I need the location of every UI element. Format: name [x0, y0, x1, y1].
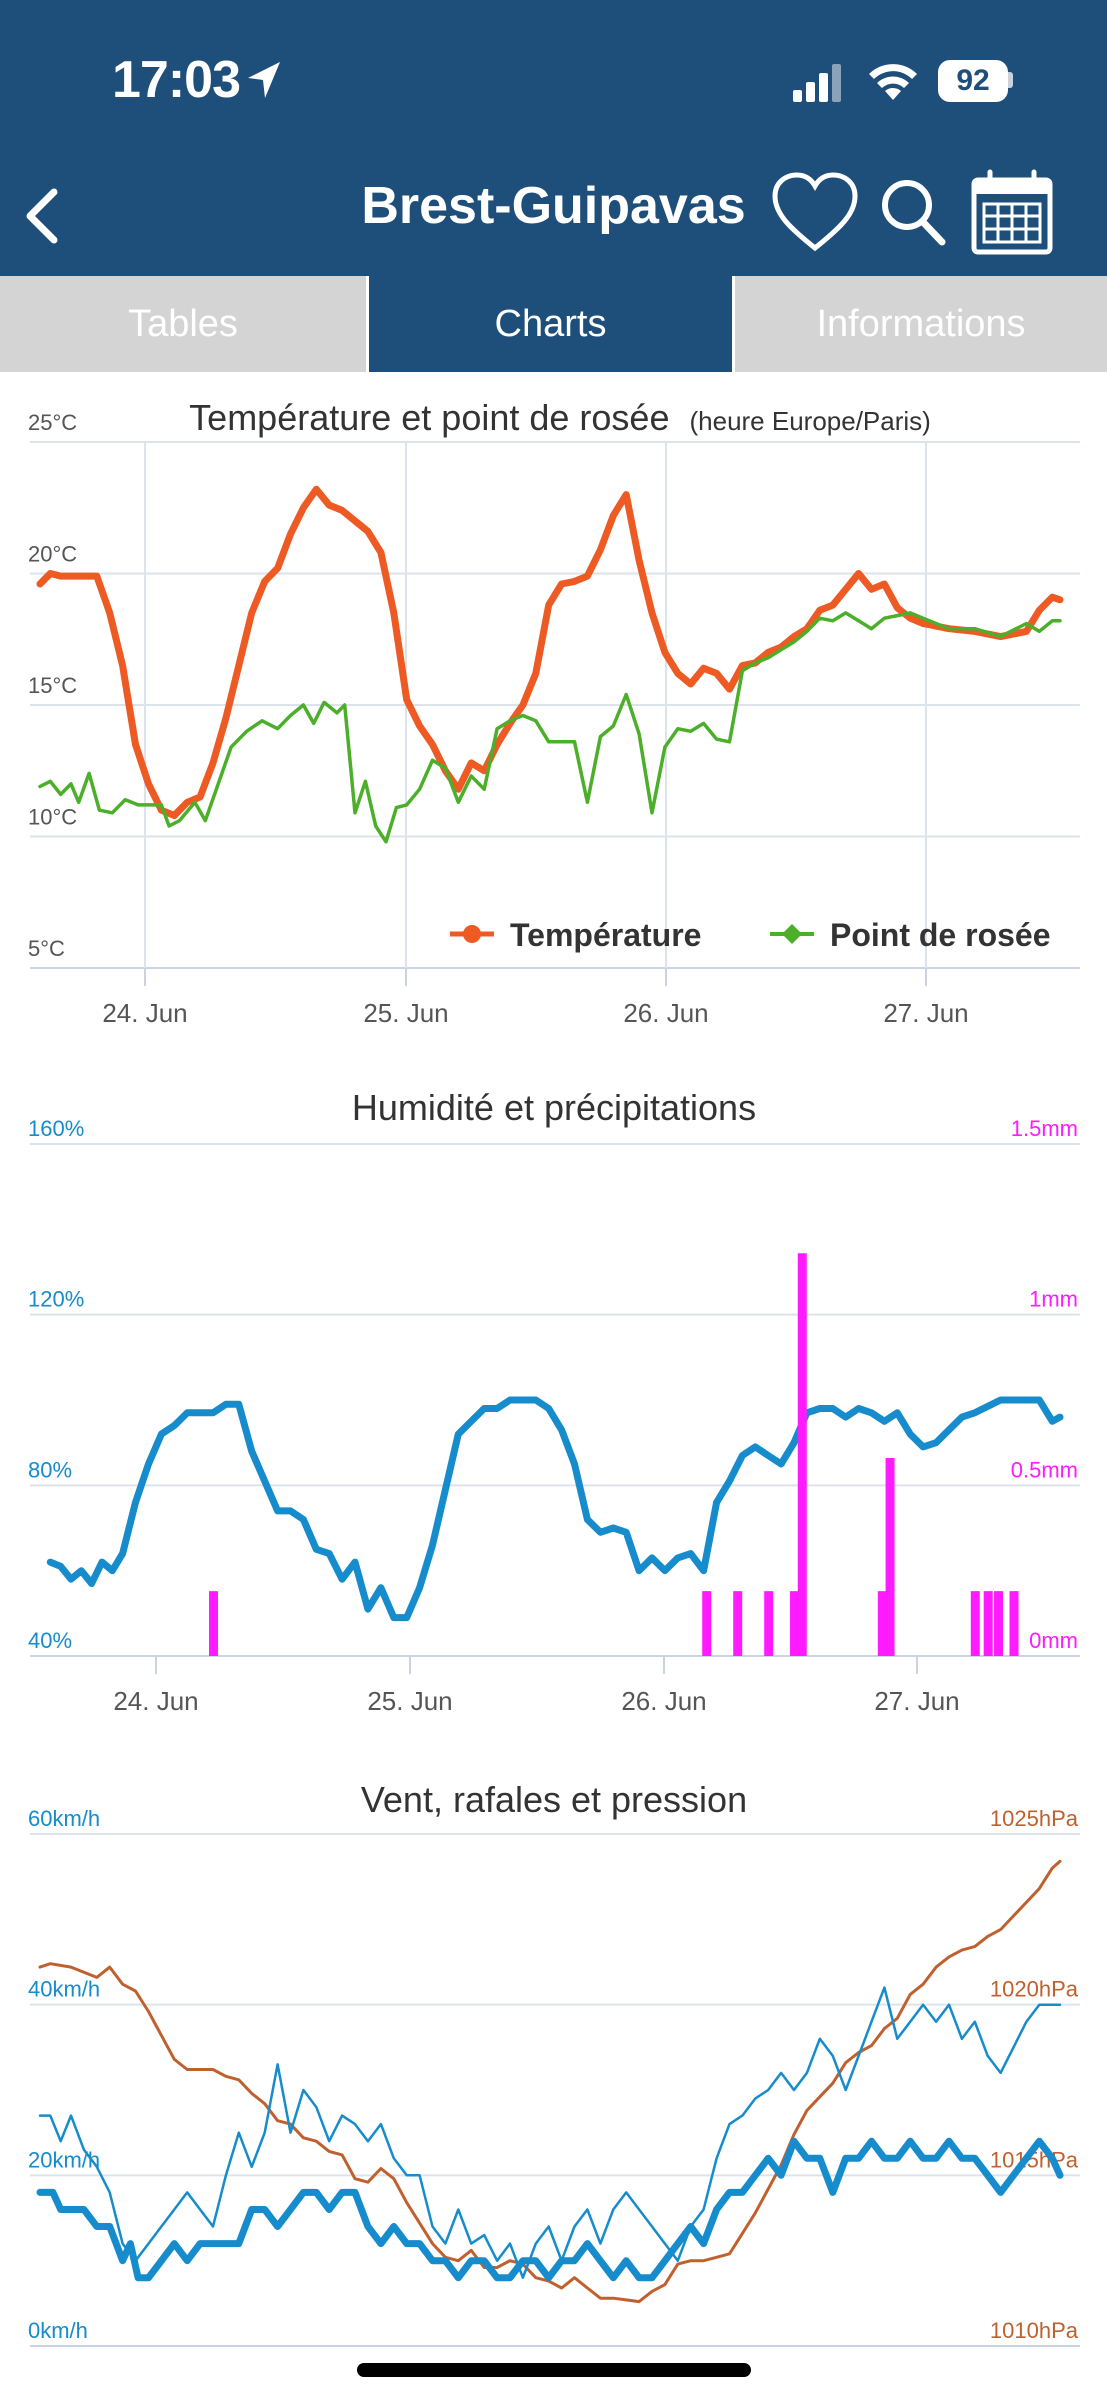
- precip-bar: [1009, 1591, 1019, 1656]
- y2-tick-label: 0mm: [1029, 1628, 1078, 1653]
- wind-gust-pressure-chart: Vent, rafales et pression 60km/h 40km/h 20…: [28, 1779, 1080, 2347]
- tab-charts[interactable]: Charts: [369, 276, 732, 372]
- y-tick-label: 40%: [28, 1628, 72, 1653]
- precip-bar: [702, 1591, 712, 1656]
- chart-title-suffix: (heure Europe/Paris): [689, 406, 930, 436]
- precip-bar: [209, 1591, 219, 1656]
- y-tick-label: 25°C: [28, 410, 77, 435]
- legend-marker-temperature: [463, 925, 481, 943]
- status-time: 17:03: [112, 51, 241, 109]
- y-tick-label: 10°C: [28, 805, 77, 830]
- precip-bar: [970, 1591, 980, 1656]
- home-indicator: [357, 2363, 751, 2377]
- precip-bar: [983, 1591, 993, 1656]
- y-tick-label: 0km/h: [28, 2318, 88, 2343]
- y-tick-label: 20°C: [28, 542, 77, 567]
- series-line-vent: [36, 2137, 1064, 2282]
- chart-title: Humidité et précipitations: [352, 1087, 756, 1128]
- x-tick-label: 27. Jun: [883, 998, 968, 1028]
- wifi-icon: [869, 64, 917, 100]
- heart-icon[interactable]: [770, 170, 860, 256]
- series-line-pression: [38, 1859, 1062, 2304]
- series-line-humidite: [46, 1396, 1064, 1622]
- x-tick-label: 26. Jun: [623, 998, 708, 1028]
- y2-tick-label: 1025hPa: [990, 1806, 1079, 1831]
- tab-bar: Tables Charts Informations: [0, 276, 1107, 372]
- tab-tables[interactable]: Tables: [0, 276, 366, 372]
- x-tick-label: 27. Jun: [874, 1686, 959, 1716]
- y2-tick-label: 1.5mm: [1011, 1116, 1078, 1141]
- legend-temperature: Température: [510, 917, 701, 953]
- x-tick-label: 24. Jun: [102, 998, 187, 1028]
- precip-bar: [797, 1253, 807, 1656]
- x-tick-label: 24. Jun: [113, 1686, 198, 1716]
- page-title: Brest-Guipavas: [361, 177, 746, 235]
- y2-tick-label: 1020hPa: [990, 1977, 1079, 2002]
- x-tick-label: 26. Jun: [621, 1686, 706, 1716]
- battery-level: 92: [956, 64, 990, 97]
- app-header: 17:03 92 Brest-Guipavas: [0, 0, 1107, 276]
- y-tick-label: 5°C: [28, 936, 65, 961]
- y-tick-label: 20km/h: [28, 2147, 100, 2172]
- battery-icon: 92: [938, 60, 1008, 102]
- location-arrow-icon: [248, 62, 280, 98]
- precip-bar: [994, 1591, 1004, 1656]
- chevron-left-icon[interactable]: [14, 180, 74, 250]
- y-tick-label: 160%: [28, 1116, 84, 1141]
- y-tick-label: 60km/h: [28, 1806, 100, 1831]
- precip-bar: [885, 1458, 895, 1656]
- svg-text:Température et point de rosée: Température et point de rosée (heure Eur…: [189, 397, 931, 438]
- y-tick-label: 15°C: [28, 673, 77, 698]
- y-tick-label: 40km/h: [28, 1977, 100, 2002]
- y2-tick-label: 1mm: [1029, 1287, 1078, 1312]
- search-icon[interactable]: [878, 176, 948, 248]
- tab-informations[interactable]: Informations: [735, 276, 1107, 372]
- series-line-point-de-rosee: [38, 611, 1062, 844]
- legend-dewpoint: Point de rosée: [830, 917, 1051, 953]
- x-tick-label: 25. Jun: [363, 998, 448, 1028]
- series-line-rafales: [38, 1986, 1062, 2279]
- y2-tick-label: 1010hPa: [990, 2318, 1079, 2343]
- humidity-precipitation-chart: Humidité et précipitations 160% 120% 80% 40…: [28, 1087, 1080, 1716]
- y-tick-label: 80%: [28, 1457, 72, 1482]
- y-tick-label: 120%: [28, 1287, 84, 1312]
- chart-title: Vent, rafales et pression: [361, 1779, 747, 1820]
- precip-bar: [764, 1591, 774, 1656]
- chart-legend: Température Point de rosée: [450, 917, 1051, 953]
- legend-marker-dewpoint: [782, 924, 802, 944]
- precip-bar: [877, 1591, 887, 1656]
- y2-tick-label: 0.5mm: [1011, 1457, 1078, 1482]
- x-tick-label: 25. Jun: [367, 1686, 452, 1716]
- calendar-icon[interactable]: [970, 168, 1054, 256]
- cellular-signal-icon: [793, 64, 841, 102]
- series-line-temperature: [36, 485, 1064, 819]
- chart-title: Température et point de rosée: [189, 397, 669, 438]
- precip-bar: [790, 1591, 800, 1656]
- temperature-dewpoint-chart: Température et point de rosée (heure Eur…: [28, 397, 1080, 1028]
- precip-bar: [733, 1591, 743, 1656]
